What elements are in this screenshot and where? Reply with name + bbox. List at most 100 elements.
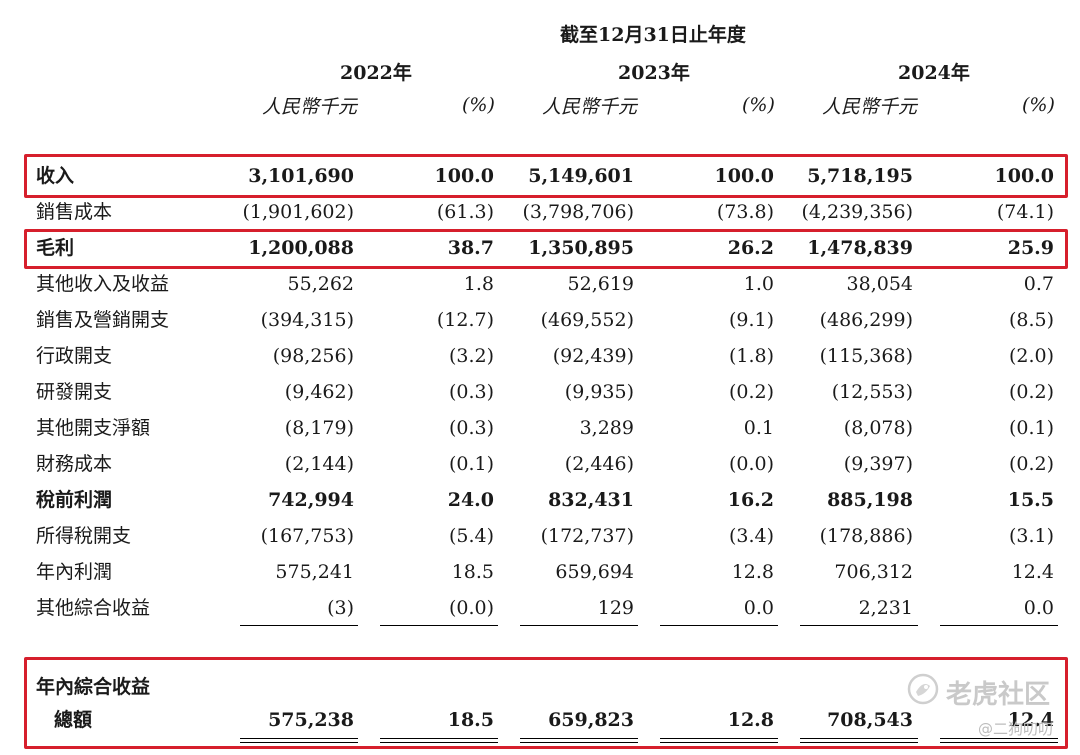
year-header-2024: 2024年: [898, 62, 970, 84]
value-2022-pct: (3.2): [448, 345, 494, 367]
unit-label-2022: 人民幣千元: [262, 96, 358, 118]
value-2022-pct: (0.1): [448, 453, 494, 475]
table-row-other-comprehensive-income: 其他綜合收益 (3) (0.0) 129 0.0 2,231 0.0: [0, 590, 1080, 626]
value-2022-pct: 38.7: [447, 237, 494, 259]
value-2023-amount: 832,431: [548, 489, 634, 511]
table-row-revenue: 收入 3,101,690 100.0 5,149,601 100.0 5,718…: [0, 158, 1080, 194]
value-2023-pct: (9.1): [728, 309, 774, 331]
watermark-handle: @二狗叨叨: [978, 720, 1054, 738]
table-row-other-income: 其他收入及收益 55,262 1.8 52,619 1.0 38,054 0.7: [0, 266, 1080, 302]
subtotal-rule: [800, 625, 918, 626]
value-2022-amount: 575,238: [268, 709, 354, 731]
value-2024-pct: (8.5): [1008, 309, 1054, 331]
row-label: 毛利: [36, 237, 75, 259]
year-header-2023: 2023年: [618, 62, 690, 84]
value-2024-pct: (2.0): [1008, 345, 1054, 367]
tiger-community-logo-icon: [906, 672, 940, 706]
subtotal-rule: [660, 625, 778, 626]
value-2024-pct: (74.1): [996, 201, 1054, 223]
value-2024-pct: (3.1): [1008, 525, 1054, 547]
subtotal-rule: [380, 625, 498, 626]
value-2022-amount: (394,315): [260, 309, 354, 331]
value-2023-pct: 0.0: [743, 597, 774, 619]
table-row-other-expenses-net: 其他開支淨額 (8,179) (0.3) 3,289 0.1 (8,078) (…: [0, 410, 1080, 446]
row-label: 研發開支: [36, 381, 113, 403]
value-2024-pct: (0.2): [1008, 381, 1054, 403]
value-2022-pct: 18.5: [447, 709, 494, 731]
row-label: 稅前利潤: [36, 489, 113, 511]
value-2023-pct: (0.2): [728, 381, 774, 403]
value-2023-amount: 659,823: [548, 709, 634, 731]
value-2023-pct: 16.2: [727, 489, 774, 511]
value-2023-amount: (172,737): [540, 525, 634, 547]
value-2023-amount: (92,439): [552, 345, 634, 367]
value-2023-amount: (2,446): [564, 453, 634, 475]
value-2022-pct: 24.0: [447, 489, 494, 511]
value-2022-amount: (98,256): [272, 345, 354, 367]
value-2023-pct: (73.8): [716, 201, 774, 223]
value-2022-amount: (3): [327, 597, 354, 619]
value-2022-amount: (1,901,602): [242, 201, 354, 223]
total-double-rule: [940, 738, 1058, 743]
value-2024-amount: 2,231: [858, 597, 913, 619]
value-2023-amount: 1,350,895: [528, 237, 634, 259]
total-double-rule: [660, 738, 778, 743]
total-double-rule: [380, 738, 498, 743]
pct-label-2022: (%): [462, 94, 495, 116]
value-2024-amount: (4,239,356): [801, 201, 913, 223]
row-label: 收入: [36, 165, 75, 187]
watermark-brand: 老虎社区: [946, 680, 1051, 710]
value-2022-pct: (5.4): [448, 525, 494, 547]
subtotal-rule: [240, 625, 358, 626]
subtotal-rule: [940, 625, 1058, 626]
value-2022-pct: 1.8: [463, 273, 494, 295]
table-row-profit-for-year: 年內利潤 575,241 18.5 659,694 12.8 706,312 1…: [0, 554, 1080, 590]
value-2023-pct: 0.1: [743, 417, 774, 439]
value-2023-pct: (3.4): [728, 525, 774, 547]
value-2022-amount: (2,144): [284, 453, 354, 475]
value-2023-pct: 12.8: [727, 709, 774, 731]
row-label: 其他開支淨額: [36, 417, 151, 439]
value-2022-pct: (12.7): [436, 309, 494, 331]
value-2022-pct: 100.0: [434, 165, 495, 187]
value-2024-amount: 708,543: [827, 709, 913, 731]
value-2023-pct: 100.0: [714, 165, 775, 187]
value-2023-pct: 26.2: [727, 237, 774, 259]
total-label-line1: 年內綜合收益: [36, 676, 151, 698]
value-2024-pct: 12.4: [1011, 561, 1054, 583]
value-2024-amount: (115,368): [819, 345, 913, 367]
table-row-profit-before-tax: 稅前利潤 742,994 24.0 832,431 16.2 885,198 1…: [0, 482, 1080, 518]
value-2022-pct: (0.0): [448, 597, 494, 619]
value-2024-amount: 5,718,195: [807, 165, 913, 187]
row-label: 其他收入及收益: [36, 273, 170, 295]
value-2022-pct: (0.3): [448, 417, 494, 439]
value-2024-pct: 100.0: [994, 165, 1055, 187]
value-2022-amount: (167,753): [260, 525, 354, 547]
value-2024-amount: (178,886): [819, 525, 913, 547]
highlight-box-total-comprehensive-income: [24, 657, 1068, 749]
highlight-box-revenue: [24, 154, 1068, 198]
total-double-rule: [240, 738, 358, 743]
value-2022-amount: 575,241: [275, 561, 354, 583]
value-2023-amount: 5,149,601: [528, 165, 634, 187]
value-2023-pct: (1.8): [728, 345, 774, 367]
row-label: 其他綜合收益: [36, 597, 151, 619]
value-2024-amount: (8,078): [843, 417, 913, 439]
value-2024-pct: 12.4: [1007, 709, 1054, 731]
value-2024-pct: (0.2): [1008, 453, 1054, 475]
value-2022-pct: (0.3): [448, 381, 494, 403]
value-2024-pct: 15.5: [1007, 489, 1054, 511]
value-2022-amount: 1,200,088: [248, 237, 354, 259]
unit-label-2024: 人民幣千元: [822, 96, 918, 118]
value-2023-amount: 52,619: [567, 273, 634, 295]
value-2024-pct: 0.7: [1023, 273, 1054, 295]
total-double-rule: [800, 738, 918, 743]
value-2024-pct: (0.1): [1008, 417, 1054, 439]
row-label: 行政開支: [36, 345, 113, 367]
table-row-cost-of-sales: 銷售成本 (1,901,602) (61.3) (3,798,706) (73.…: [0, 194, 1080, 230]
value-2022-pct: 18.5: [451, 561, 494, 583]
pct-label-2023: (%): [742, 94, 775, 116]
value-2024-amount: 38,054: [846, 273, 913, 295]
value-2022-pct: (61.3): [436, 201, 494, 223]
value-2024-pct: 0.0: [1023, 597, 1054, 619]
